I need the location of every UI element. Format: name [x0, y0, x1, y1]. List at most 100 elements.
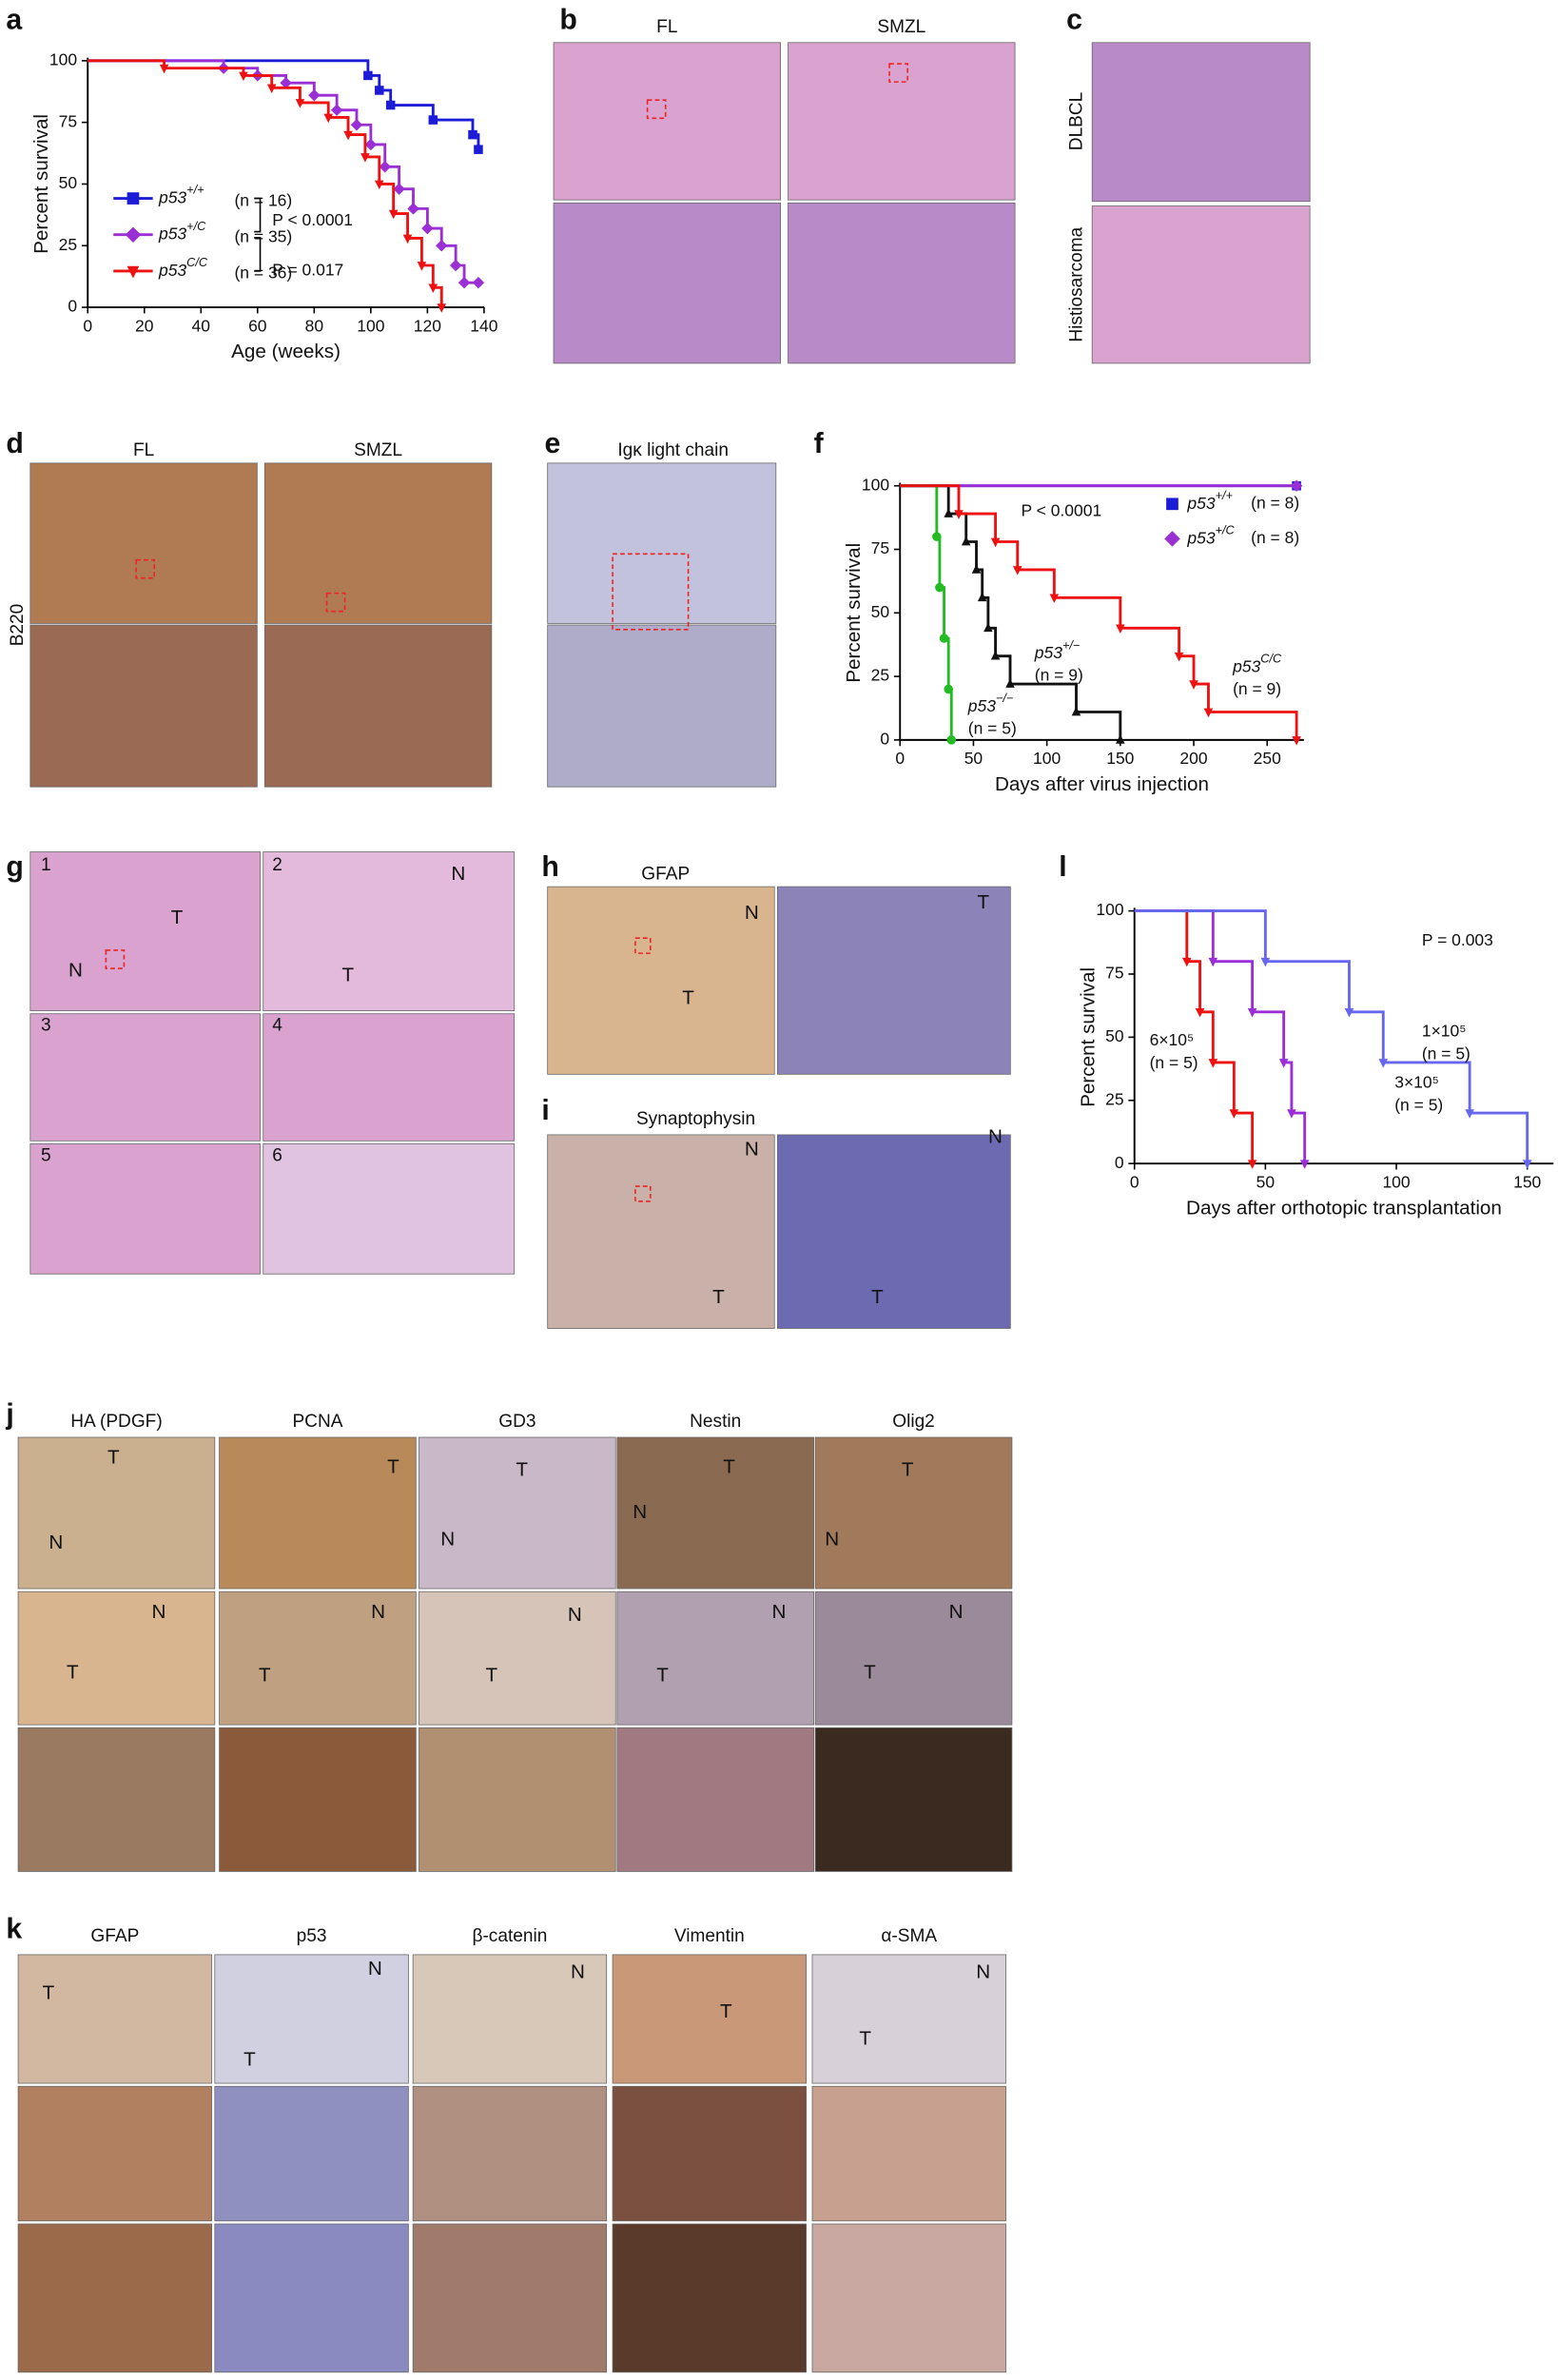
figure-label: FL: [133, 440, 154, 460]
event-marker: [961, 536, 971, 546]
figure-label: N: [68, 960, 83, 982]
panel-letter: b: [559, 4, 576, 35]
event-marker: [1195, 1008, 1205, 1018]
legend-n: (n = 36): [234, 263, 292, 283]
figure-label: N: [568, 1604, 582, 1626]
micrograph: [17, 1954, 213, 2084]
micrograph: [263, 851, 516, 1011]
event-marker: [1292, 736, 1301, 746]
x-tick-label: 140: [470, 316, 497, 335]
micrograph: [29, 851, 261, 1011]
event-marker: [360, 153, 370, 163]
micrograph: [419, 1590, 616, 1726]
x-axis-label: Days after orthotopic transplantation: [1186, 1197, 1502, 1219]
survival-curve: [1134, 909, 1307, 1164]
event-marker: [977, 592, 987, 602]
figure-label: B220: [8, 604, 28, 647]
event-marker: [944, 508, 953, 517]
x-tick-label: 150: [1513, 1172, 1541, 1191]
x-tick-label: 250: [1254, 749, 1281, 768]
micrograph: [17, 1590, 216, 1726]
micrograph: [616, 1590, 814, 1726]
micrograph: [777, 886, 1011, 1075]
event-marker: [954, 510, 964, 519]
micrograph: [612, 2085, 808, 2222]
event-marker: [295, 99, 305, 108]
figure-label: N: [368, 1958, 382, 1980]
figure-label: T: [243, 2049, 256, 2071]
p-value: P < 0.0001: [272, 210, 353, 229]
micrograph: [814, 1436, 1013, 1590]
figure-label: N: [440, 1529, 455, 1551]
figure-label: N: [571, 1961, 585, 1982]
event-marker: [449, 259, 462, 272]
legend-n: (n = 8): [1251, 528, 1299, 547]
figure-label: T: [723, 1455, 735, 1477]
x-tick-label: 120: [414, 316, 441, 335]
x-tick-label: 100: [357, 316, 384, 335]
panel-letter: k: [6, 1913, 22, 1944]
figure-label: 6: [272, 1145, 282, 1165]
event-marker: [1174, 652, 1184, 662]
micrograph: [214, 2085, 409, 2222]
x-tick-label: 150: [1106, 749, 1134, 768]
micrograph: [419, 1436, 616, 1590]
panel-letter: d: [6, 428, 23, 459]
figure-label: T: [67, 1662, 79, 1684]
micrograph: [29, 1143, 261, 1275]
figure-label: 3: [41, 1016, 51, 1036]
figure-label: N: [976, 1961, 990, 1982]
micrograph: [263, 1143, 516, 1275]
panel-letter: f: [814, 428, 825, 459]
event-marker: [1299, 1160, 1310, 1169]
legend-label: p53+/+: [1186, 488, 1233, 512]
micrograph: [17, 2223, 213, 2373]
figure-label: HA (PDGF): [70, 1412, 162, 1432]
y-tick-label: 0: [880, 730, 889, 749]
figure-label: T: [902, 1458, 914, 1480]
event-marker: [1049, 594, 1060, 603]
event-marker: [350, 119, 363, 131]
legend-marker: [127, 265, 140, 279]
micrograph: [788, 42, 1016, 201]
event-marker: [388, 209, 399, 220]
event-marker: [983, 622, 993, 633]
figure-label: 1: [41, 855, 51, 875]
figure-label: SMZL: [354, 440, 402, 460]
micrograph: [553, 202, 781, 364]
legend-marker: [125, 226, 142, 244]
event-marker: [939, 634, 949, 643]
micrograph: [29, 624, 258, 788]
zoom-box: [888, 63, 908, 83]
figure-label: GD3: [498, 1412, 536, 1432]
x-tick-label: 100: [1382, 1172, 1410, 1191]
micrograph: [788, 202, 1016, 364]
zoom-box: [646, 99, 667, 120]
figure-label: Vimentin: [674, 1926, 745, 1946]
figure-label: Igκ light chain: [617, 440, 729, 460]
figure-label: Nestin: [690, 1412, 741, 1432]
panel-letter: h: [541, 851, 558, 883]
y-axis-label: Percent survival: [30, 114, 52, 254]
event-marker: [1229, 1109, 1239, 1119]
figure-label: GFAP: [90, 1926, 139, 1946]
event-marker: [1247, 1008, 1257, 1018]
micrograph: [214, 2223, 409, 2373]
event-marker: [280, 76, 292, 89]
series-label: p53C/C: [1232, 652, 1282, 675]
figure-label: T: [341, 964, 354, 985]
y-tick-label: 50: [1105, 1026, 1124, 1045]
series-n: (n = 5): [1150, 1053, 1198, 1072]
micrograph: [29, 1013, 261, 1141]
event-marker: [1116, 624, 1125, 634]
event-marker: [375, 86, 384, 95]
micrograph: [412, 2223, 608, 2373]
micrograph: [547, 886, 775, 1075]
micrograph: [553, 42, 781, 201]
event-marker: [1005, 678, 1015, 688]
event-marker: [1071, 706, 1081, 716]
x-tick-label: 50: [964, 749, 983, 768]
micrograph: [616, 1436, 814, 1590]
x-tick-label: 20: [135, 316, 154, 335]
y-tick-label: 100: [1096, 900, 1123, 919]
